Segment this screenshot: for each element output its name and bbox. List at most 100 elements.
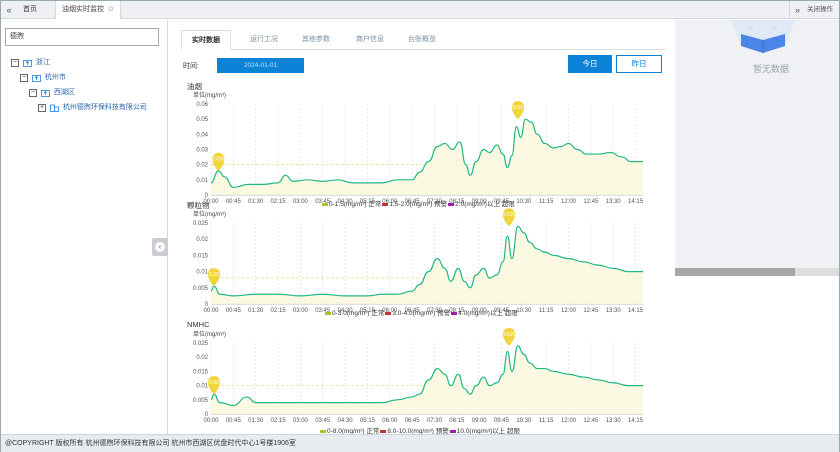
tree-node-xihu[interactable]: − 西湖区 (29, 87, 75, 99)
series-line (210, 118, 643, 189)
tree-node-zhejiang[interactable]: − 浙江 (11, 57, 50, 69)
x-tick-label: 14:15 (628, 308, 644, 314)
x-tick-label: 00:45 (226, 308, 242, 314)
y-tick-label: 0 (205, 412, 209, 418)
tree-node-label: 浙江 (35, 59, 50, 66)
y-tick-label: 0.005 (193, 398, 209, 404)
x-tick-label: 12:45 (583, 418, 599, 424)
x-tick-label: 09:45 (494, 308, 510, 314)
legend-label: 2.0(mg/m³)以上 超限 (455, 201, 515, 208)
legend-label: 4.0(mg/m³)以上 超限 (458, 310, 518, 317)
tab-home[interactable]: 首页 (17, 1, 43, 19)
chart-plot: 0 0.01 0.02 0.03 0.04 0.05 0.06 00:00 00:45 01:30… (196, 101, 644, 205)
marker-pin (502, 208, 515, 227)
tree-collapse-icon[interactable]: − (20, 74, 28, 82)
x-tick-label: 04:30 (338, 308, 354, 314)
x-tick-label: 09:00 (472, 199, 488, 205)
legend-swatch (322, 202, 328, 206)
x-tick-label: 01:30 (248, 418, 264, 424)
legend-label: 1.5-2.0(mg/m³) 预警 (389, 201, 448, 208)
x-tick-label: 03:00 (293, 308, 309, 314)
legend-swatch (451, 311, 458, 315)
x-tick-label: 03:00 (293, 199, 309, 205)
subtab-merchant-info[interactable]: 商户信息 (356, 36, 384, 43)
series-area (211, 119, 643, 195)
close-operations-button[interactable]: 关闭操作 (807, 6, 833, 13)
series-line (210, 345, 643, 407)
x-tick-label: 06:45 (405, 199, 421, 205)
chart-legend: 0-3.0(mg/m³) 正常 3.0-4.0(mg/m³) 预警 4.0(mg/m… (324, 307, 518, 317)
y-tick-label: 0.02 (196, 237, 208, 243)
subtab-ledger-overview[interactable]: 台账概览 (408, 36, 436, 43)
subtab-running-status[interactable]: 运行工况 (250, 36, 278, 43)
subtab-other-params[interactable]: 其他参数 (302, 36, 330, 43)
x-tick-label: 06:45 (405, 308, 421, 314)
tree-node-label: 杭州市 (44, 74, 66, 81)
tree-collapse-icon[interactable]: − (29, 89, 37, 97)
legend-swatch (449, 429, 456, 433)
x-tick-label: 08:15 (449, 418, 465, 424)
marker-label: 0.00 (209, 272, 220, 278)
x-tick-label: 00:45 (226, 199, 242, 205)
tree-node-label: 西湖区 (53, 89, 75, 96)
min-value-marker: 0.00 (207, 268, 221, 287)
y-tick-label: 0.02 (196, 163, 208, 169)
x-tick-label: 00:45 (226, 418, 242, 424)
tab-realtime-monitor[interactable]: 油烟实时监控 ⊙ (55, 1, 121, 19)
x-tick-label: 06:45 (405, 418, 421, 424)
collapse-panel-button[interactable]: ‹ (152, 238, 168, 256)
x-tick-label: 06:00 (382, 308, 398, 314)
x-tick-label: 05:15 (360, 418, 376, 424)
chart-title: 油烟 (187, 82, 202, 91)
time-picker-input[interactable]: 2024-01-01 (217, 58, 304, 73)
x-tick-label: 07:30 (427, 199, 443, 205)
legend-label: 10.0(mg/m³)以上 超限 (456, 428, 520, 435)
chevron-left-icon: ‹ (155, 242, 165, 252)
tab-close-icon[interactable]: ⊙ (108, 6, 114, 13)
x-tick-label: 10:30 (516, 308, 532, 314)
legend-label: 8.0-10.0(mg/m³) 预警 (387, 428, 449, 435)
scrollbar-thumb[interactable] (675, 268, 795, 276)
tab-realtime-monitor-label: 油烟实时监控 (62, 6, 104, 13)
x-tick-label: 07:30 (427, 308, 443, 314)
legend-label: 3.0-4.0(mg/m³) 预警 (392, 310, 451, 317)
x-tick-label: 03:00 (293, 418, 309, 424)
chart-unit-label: 单位(mg/m³) (193, 93, 226, 99)
x-tick-label: 04:30 (338, 199, 354, 205)
x-tick-label: 00:00 (203, 418, 219, 424)
chart-nmhc: NMHC 单位(mg/m³) 0 0.005 0.01 0.015 0.02 0.025 0… (169, 320, 675, 435)
chart-unit-label: 单位(mg/m³) (193, 212, 226, 218)
no-data-text: 暂无数据 (753, 64, 790, 74)
x-tick-label: 13:30 (606, 418, 622, 424)
max-value-marker: 0.020 (502, 327, 516, 346)
x-tick-label: 03:45 (315, 418, 331, 424)
tab-scroll-left-icon[interactable]: « (6, 5, 12, 15)
marker-label: 0.00 (209, 380, 220, 386)
x-tick-label: 05:15 (360, 308, 376, 314)
tree-expand-icon[interactable]: + (38, 104, 46, 112)
chart-title: NMHC (187, 320, 210, 329)
x-tick-label: 01:30 (248, 308, 264, 314)
today-button[interactable]: 今日 (568, 55, 612, 73)
y-tick-label: 0 (205, 302, 209, 308)
x-tick-label: 08:15 (449, 308, 465, 314)
legend-label: 0-1.5(mg/m³) 正常 (329, 201, 382, 208)
tree-node-label: 杭州德煦环保科技有限公司 (62, 104, 147, 111)
y-tick-label: 0.01 (196, 178, 208, 184)
subtab-realtime-data[interactable]: 实时数据 (181, 30, 231, 50)
x-tick-label: 03:45 (315, 308, 331, 314)
footer-copyright: @COPYRIGHT 版权所有 杭州德煦环保科技有限公司 杭州市西湖区优盘时代中… (1, 434, 839, 452)
yesterday-button[interactable]: 昨日 (616, 55, 662, 73)
tree-node-company[interactable]: + 杭州德煦环保科技有限公司 (38, 102, 147, 114)
x-tick-label: 11:15 (539, 418, 554, 424)
y-tick-label: 0.01 (196, 384, 208, 390)
legend-swatch (448, 202, 455, 206)
x-tick-label: 09:45 (494, 199, 510, 205)
tree-node-hangzhou[interactable]: − 杭州市 (20, 72, 66, 84)
tree-search-input[interactable]: 德煦 (5, 28, 159, 46)
empty-box-icon (731, 20, 795, 53)
tab-scroll-right-icon[interactable]: » (789, 1, 805, 19)
tree-collapse-icon[interactable]: − (11, 59, 19, 67)
y-tick-label: 0.04 (196, 132, 208, 138)
series-line (210, 225, 643, 297)
